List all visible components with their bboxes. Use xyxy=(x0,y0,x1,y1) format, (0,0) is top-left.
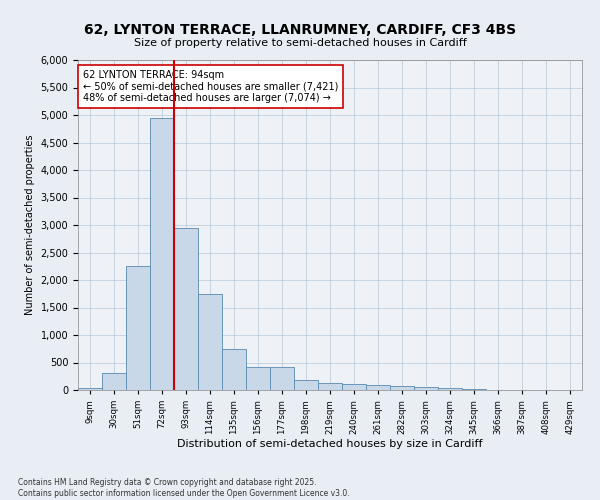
Bar xyxy=(222,349,246,390)
Text: Contains HM Land Registry data © Crown copyright and database right 2025.
Contai: Contains HM Land Registry data © Crown c… xyxy=(18,478,350,498)
Bar xyxy=(366,385,390,390)
Bar xyxy=(126,266,150,390)
Bar xyxy=(270,367,294,390)
Bar xyxy=(246,367,270,390)
Bar xyxy=(174,228,198,390)
Text: Size of property relative to semi-detached houses in Cardiff: Size of property relative to semi-detach… xyxy=(134,38,466,48)
Y-axis label: Number of semi-detached properties: Number of semi-detached properties xyxy=(25,134,35,316)
Bar xyxy=(438,388,462,390)
Bar xyxy=(414,387,438,390)
Bar xyxy=(342,384,366,390)
Bar xyxy=(318,383,342,390)
Bar xyxy=(294,380,318,390)
Bar xyxy=(102,373,126,390)
Bar xyxy=(78,388,102,390)
Bar xyxy=(390,386,414,390)
Bar xyxy=(150,118,174,390)
Bar xyxy=(198,294,222,390)
Text: 62 LYNTON TERRACE: 94sqm
← 50% of semi-detached houses are smaller (7,421)
48% o: 62 LYNTON TERRACE: 94sqm ← 50% of semi-d… xyxy=(83,70,338,103)
Text: 62, LYNTON TERRACE, LLANRUMNEY, CARDIFF, CF3 4BS: 62, LYNTON TERRACE, LLANRUMNEY, CARDIFF,… xyxy=(84,22,516,36)
X-axis label: Distribution of semi-detached houses by size in Cardiff: Distribution of semi-detached houses by … xyxy=(177,440,483,450)
